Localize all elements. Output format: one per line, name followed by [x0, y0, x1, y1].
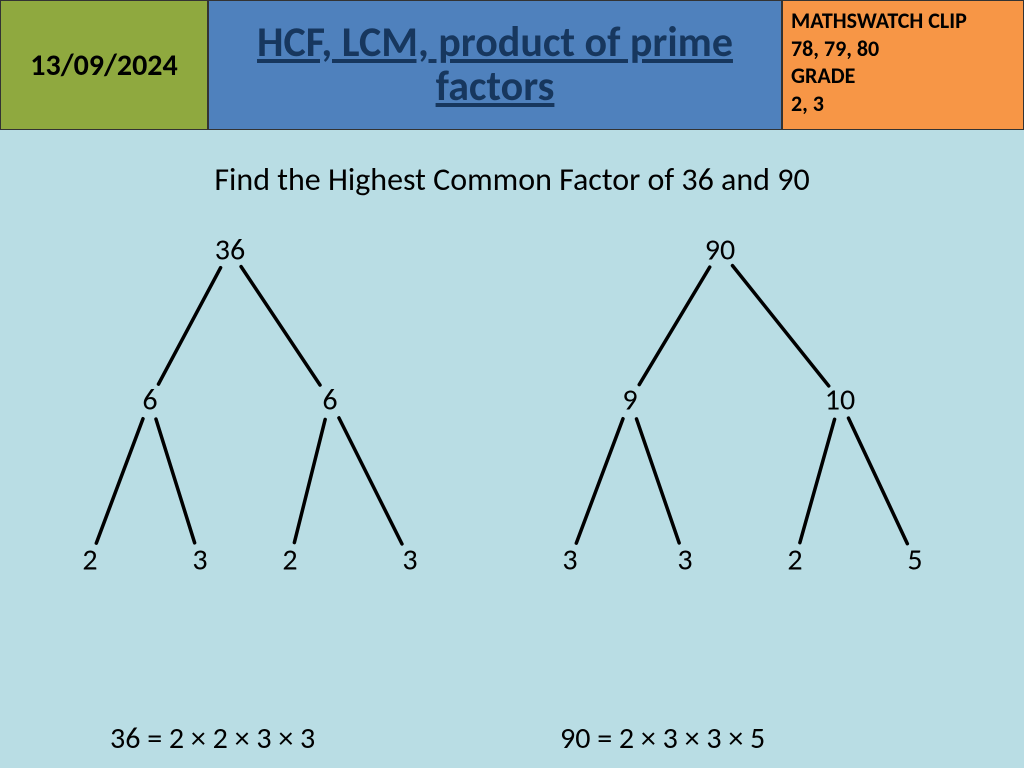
tree-node: 6: [142, 382, 157, 419]
title-box: HCF, LCM, product of prime factors: [208, 0, 782, 130]
tree-node: 36: [215, 232, 245, 269]
tree-node: 2: [787, 542, 802, 579]
factor-result: 36 = 2 × 2 × 3 × 3: [110, 720, 315, 757]
tree-node: 3: [677, 542, 692, 579]
date-text: 13/09/2024: [30, 47, 177, 84]
info-line: MATHSWATCH CLIP: [791, 7, 1015, 35]
info-line: GRADE: [791, 62, 1015, 90]
tree-node: 10: [825, 382, 855, 419]
factor-result: 90 = 2 × 3 × 3 × 5: [560, 720, 765, 757]
tree-node: 90: [705, 232, 735, 269]
body-area: Find the Highest Common Factor of 36 and…: [0, 130, 1024, 768]
tree-node: 3: [402, 542, 417, 579]
tree-node: 6: [322, 382, 337, 419]
tree-node: 5: [907, 542, 922, 579]
tree-node: 3: [562, 542, 577, 579]
date-box: 13/09/2024: [0, 0, 208, 130]
factor-tree-right: 90 9 10 3 3 2 5 90 = 2 × 3 × 3 × 5: [530, 220, 990, 768]
tree-node: 3: [192, 542, 207, 579]
title-text: HCF, LCM, product of prime factors: [209, 21, 781, 109]
tree-node: 2: [82, 542, 97, 579]
factor-tree-left: 36 6 6 2 3 2 3 36 = 2 × 2 × 3 × 3: [40, 220, 480, 768]
info-line: 2, 3: [791, 90, 1015, 118]
tree-node: 9: [622, 382, 637, 419]
slide: 13/09/2024 HCF, LCM, product of prime fa…: [0, 0, 1024, 768]
question-text: Find the Highest Common Factor of 36 and…: [0, 160, 1024, 199]
info-line: 78, 79, 80: [791, 35, 1015, 63]
tree-node: 2: [282, 542, 297, 579]
info-box: MATHSWATCH CLIP78, 79, 80GRADE2, 3: [782, 0, 1024, 130]
